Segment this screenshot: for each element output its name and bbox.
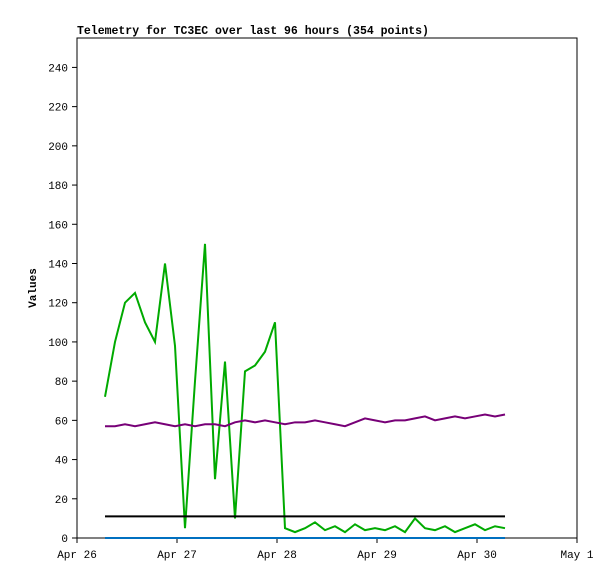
y-tick-label: 80 xyxy=(55,377,68,389)
x-tick-label: Apr 29 xyxy=(357,550,397,562)
series-line xyxy=(105,413,506,428)
y-tick-label: 100 xyxy=(48,338,68,350)
x-tick-label: Apr 30 xyxy=(457,550,497,562)
x-tick-label: Apr 28 xyxy=(257,550,297,562)
y-tick-label: 20 xyxy=(55,495,68,507)
y-tick-label: 240 xyxy=(48,63,68,75)
y-tick-label: 140 xyxy=(48,259,68,271)
x-tick-label: May 1 xyxy=(560,550,593,562)
y-tick-label: 180 xyxy=(48,181,68,193)
x-tick-label: Apr 26 xyxy=(57,550,97,562)
series-line xyxy=(104,243,506,534)
y-tick-label: 120 xyxy=(48,299,68,311)
x-tick-label: Apr 27 xyxy=(157,550,197,562)
y-tick-label: 220 xyxy=(48,103,68,115)
y-tick-label: 60 xyxy=(55,416,68,428)
y-tick-label: 160 xyxy=(48,220,68,232)
y-tick-label: 40 xyxy=(55,456,68,468)
y-axis-label: Values xyxy=(28,268,40,308)
plot-frame xyxy=(76,37,578,539)
y-tick-label: 0 xyxy=(61,534,68,546)
chart-title: Telemetry for TC3EC over last 96 hours (… xyxy=(77,25,429,38)
y-tick-label: 200 xyxy=(48,142,68,154)
